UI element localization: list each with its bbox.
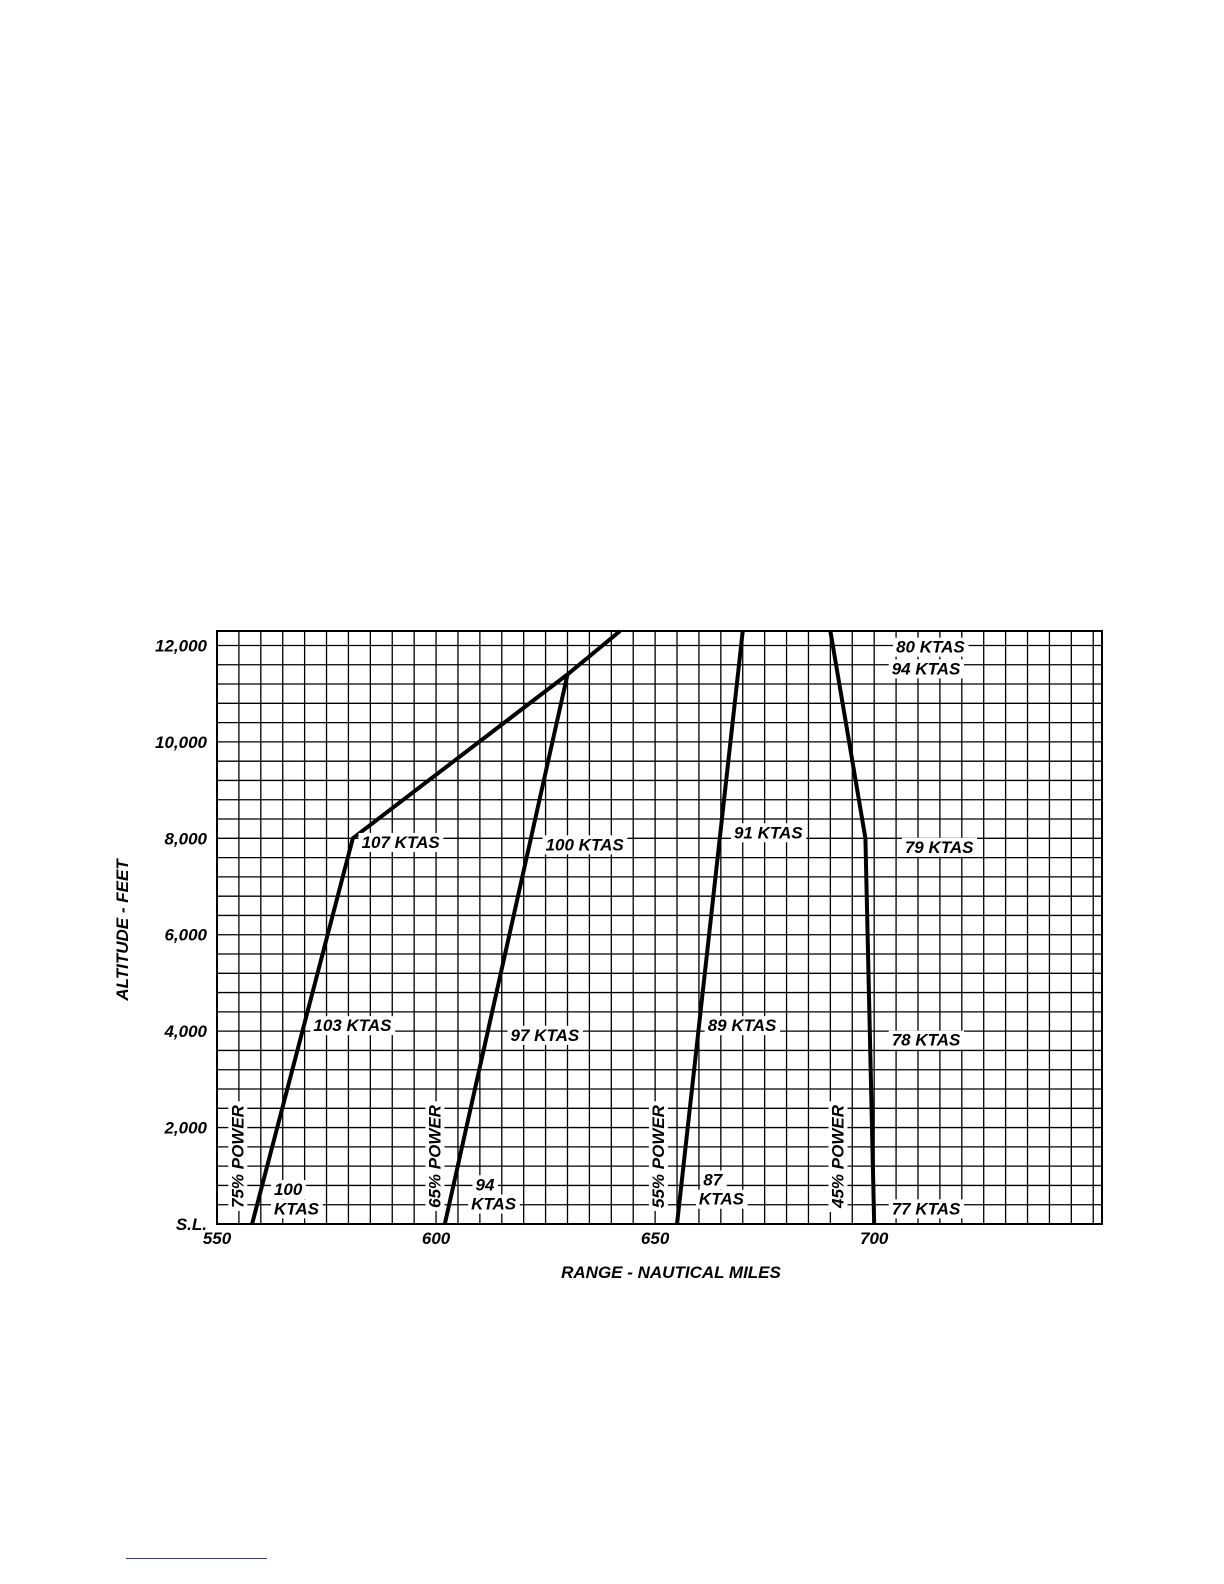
annotation-backdrop	[700, 1170, 727, 1190]
annotation-backdrop	[542, 835, 628, 855]
series-line	[442, 673, 570, 1225]
x-tick-label: 600	[422, 1229, 451, 1248]
annotation-backdrop	[893, 637, 969, 657]
y-tick-label: 4,000	[163, 1022, 207, 1041]
y-tick-label: 10,000	[155, 733, 208, 752]
speed-annotation: 94	[475, 1175, 494, 1194]
speed-annotation: KTAS	[699, 1190, 745, 1209]
series-line	[250, 629, 622, 1225]
speed-annotation: 94 KTAS	[892, 659, 961, 678]
annotation-backdrop	[704, 1016, 781, 1036]
annotation-backdrop	[358, 832, 444, 852]
speed-annotation: 80 KTAS	[896, 638, 965, 657]
series-line	[675, 630, 745, 1225]
x-tick-label: 700	[860, 1229, 889, 1248]
speed-annotation: 89 KTAS	[708, 1016, 777, 1035]
chart-series	[250, 629, 877, 1225]
annotation-backdrop	[730, 823, 807, 843]
speed-annotation: 100	[274, 1180, 303, 1199]
chart-axes: 550 600 650 700 S.L. 2,000 4,000 6,000 8,000 10,0…	[155, 636, 889, 1248]
speed-annotation: 79 KTAS	[905, 838, 974, 857]
annotation-backdrop	[695, 1189, 748, 1209]
power-label-backdrop	[648, 1101, 668, 1211]
power-label-backdrop	[828, 1101, 848, 1212]
y-tick-label: 2,000	[163, 1119, 207, 1138]
speed-annotation: 97 KTAS	[511, 1026, 580, 1045]
annotation-backdrop	[468, 1194, 520, 1214]
y-tick-label: 8,000	[164, 829, 207, 848]
annotation-backdrop	[888, 1199, 965, 1219]
annotation-backdrop	[888, 1030, 965, 1050]
x-tick-label: 650	[641, 1229, 670, 1248]
annotation-backdrop	[270, 1180, 306, 1200]
power-label: 45% POWER	[829, 1104, 848, 1209]
y-tick-label: 12,000	[155, 636, 208, 655]
power-label-backdrop	[228, 1101, 248, 1211]
speed-annotation: 77 KTAS	[892, 1199, 961, 1218]
annotation-backdrop	[901, 837, 978, 857]
speed-annotation: 100 KTAS	[546, 835, 625, 854]
power-label: 75% POWER	[228, 1104, 247, 1208]
y-axis-title: ALTITUDE - FEET	[113, 858, 132, 1002]
power-label: 55% POWER	[649, 1104, 668, 1208]
annotation-backdrop	[270, 1199, 323, 1219]
y-tick-label: 6,000	[164, 926, 207, 945]
x-axis-title: RANGE - NAUTICAL MILES	[561, 1263, 781, 1282]
annotation-backdrop	[507, 1025, 583, 1045]
power-label: 65% POWER	[425, 1104, 444, 1208]
footnote-separator	[126, 1558, 267, 1559]
speed-annotation: KTAS	[471, 1195, 517, 1214]
speed-annotation: 91 KTAS	[734, 823, 803, 842]
speed-annotation: 78 KTAS	[892, 1031, 961, 1050]
series-line	[828, 630, 877, 1225]
speed-annotation: 87	[703, 1170, 723, 1189]
y-tick-label: S.L.	[176, 1215, 207, 1234]
speed-annotation: 107 KTAS	[362, 833, 441, 852]
plot-frame	[216, 630, 1103, 1225]
power-label-backdrop	[425, 1101, 445, 1211]
speed-annotation: 103 KTAS	[313, 1016, 392, 1035]
chart-grid	[216, 630, 1103, 1225]
annotation-backdrop	[472, 1175, 498, 1195]
x-tick-label: 550	[203, 1229, 232, 1248]
annotation-backdrop	[310, 1016, 396, 1036]
annotation-backdrop	[888, 659, 965, 679]
speed-annotation: KTAS	[274, 1199, 320, 1218]
